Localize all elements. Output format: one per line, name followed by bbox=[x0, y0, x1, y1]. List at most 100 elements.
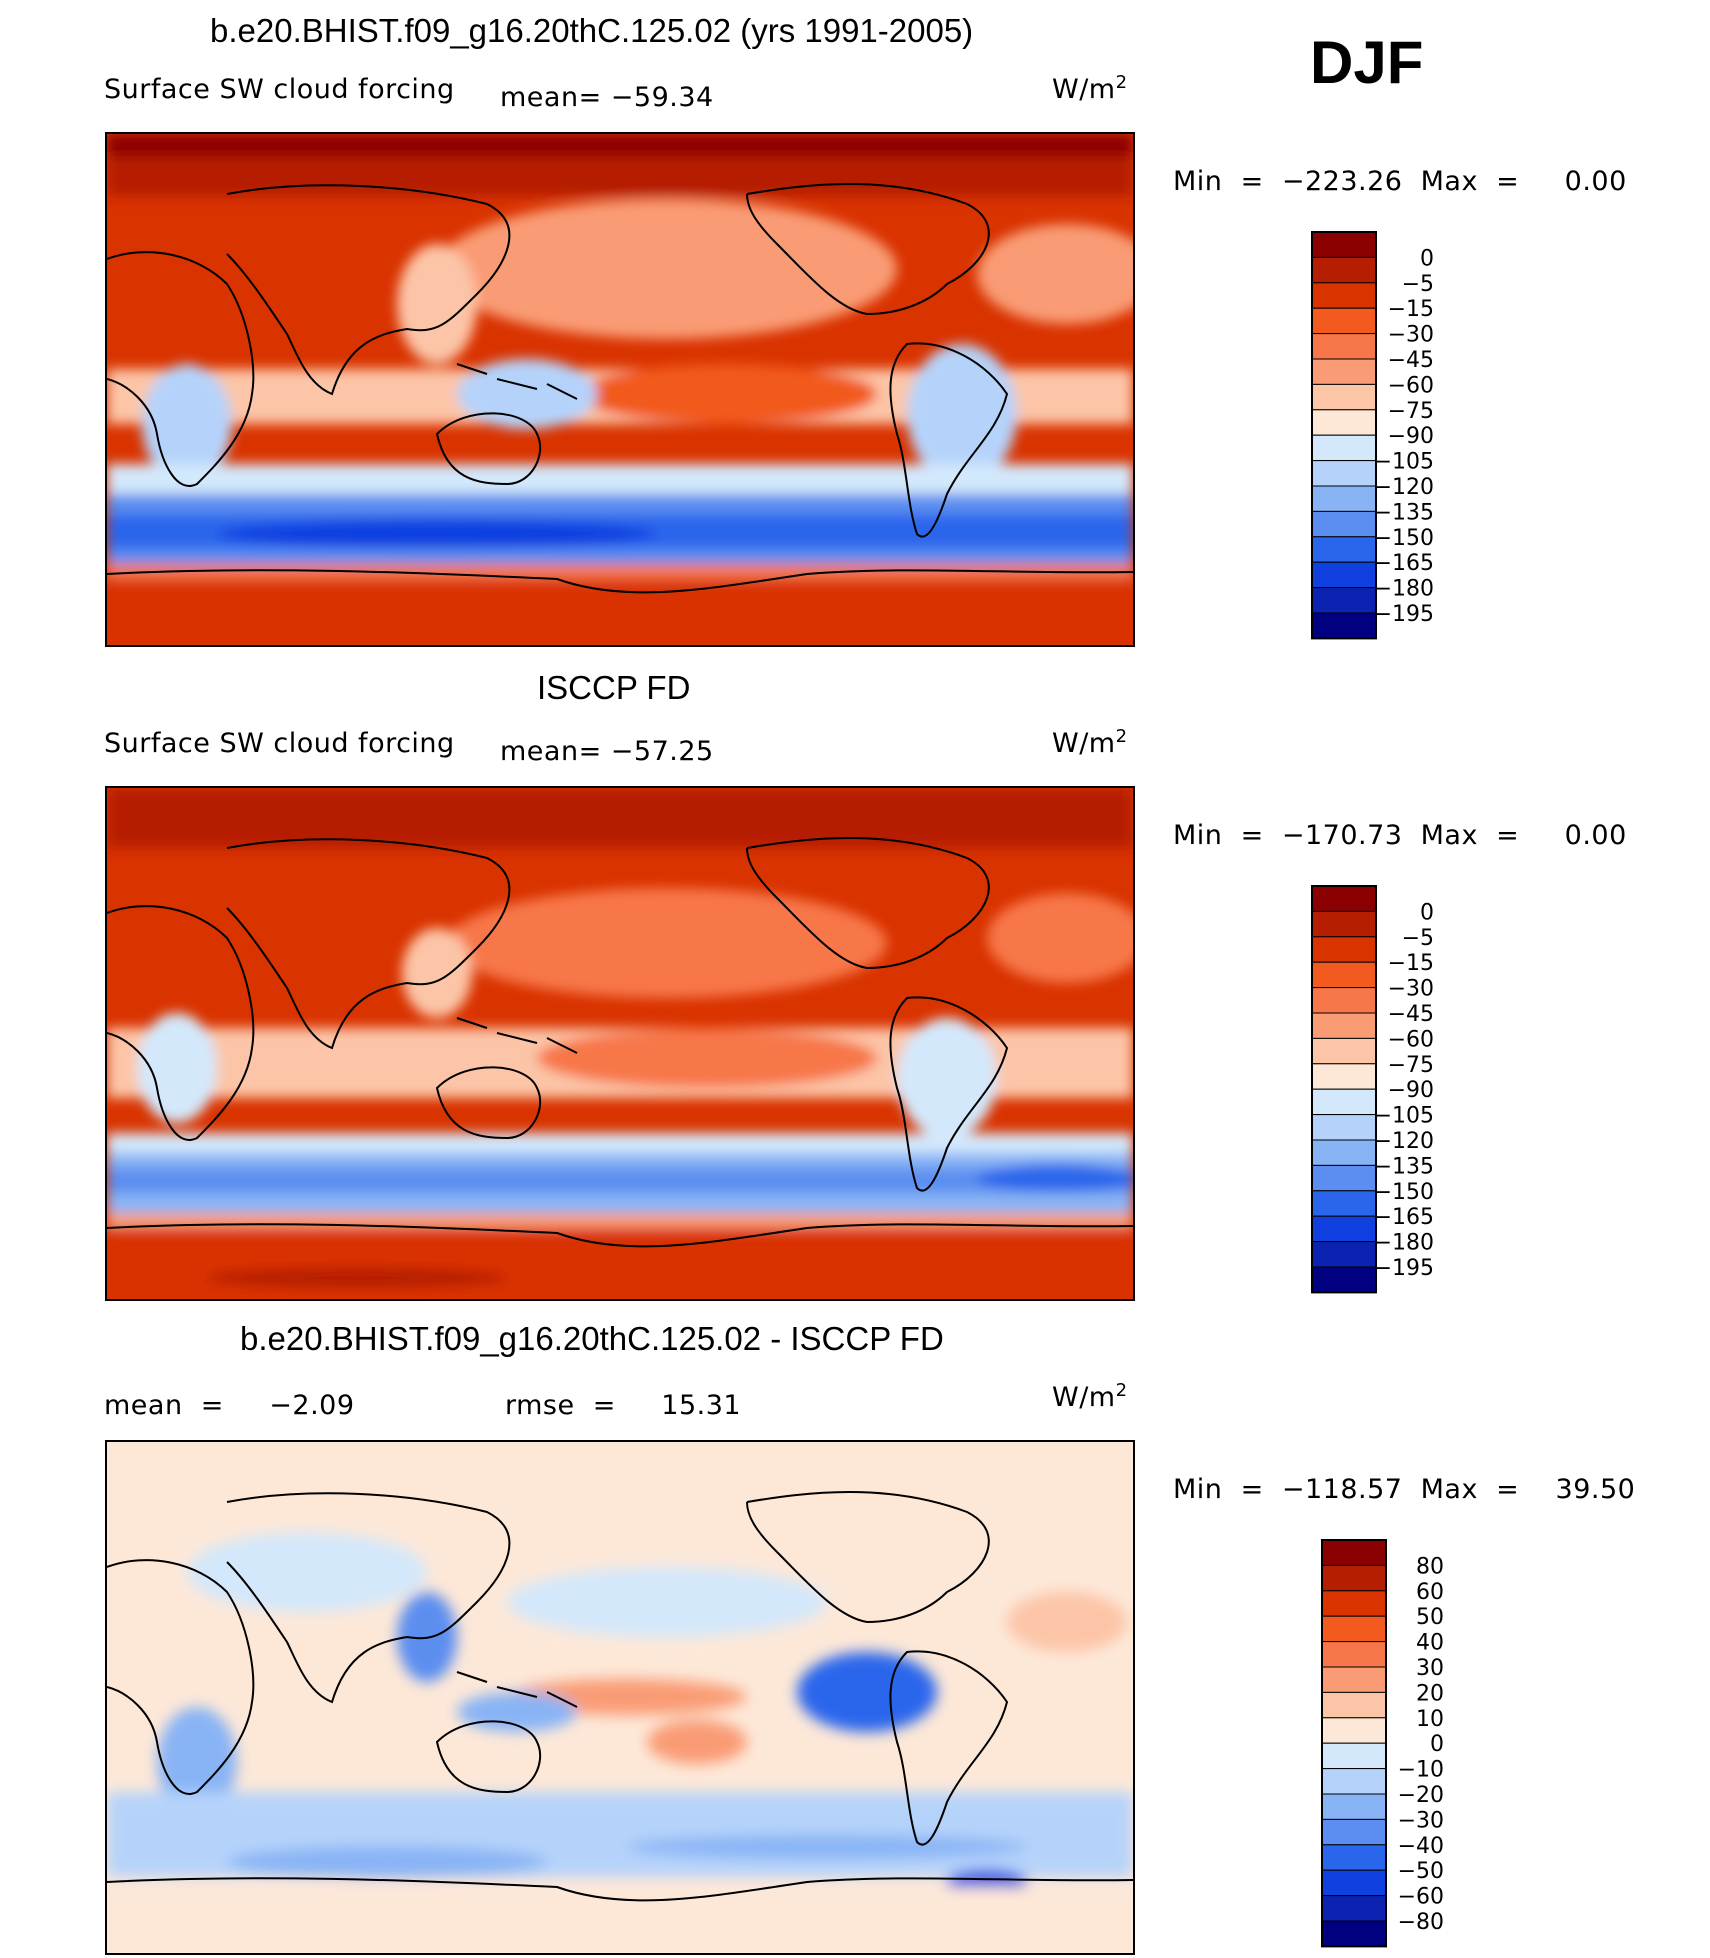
colorbar-swatch bbox=[1311, 910, 1377, 938]
colorbar-swatch bbox=[1321, 1590, 1387, 1617]
colorbar-tick-label: −15 bbox=[1388, 951, 1434, 976]
colorbar-tick-label: 0 bbox=[1420, 900, 1434, 925]
region-east-pacific bbox=[537, 1028, 877, 1088]
colorbar-swatch bbox=[1321, 1768, 1387, 1795]
region-southern-ocean-core bbox=[977, 1164, 1133, 1192]
region-east-asia bbox=[397, 244, 477, 364]
colorbar-swatch bbox=[1321, 1844, 1387, 1871]
region-africa bbox=[142, 364, 232, 484]
colorbar-outline bbox=[1311, 231, 1377, 640]
colorbar-tick-label: −135 bbox=[1374, 500, 1434, 525]
colorbar-tick-label: −30 bbox=[1388, 977, 1434, 1002]
colorbar-tick-label: −75 bbox=[1388, 399, 1434, 424]
colorbar-swatch bbox=[1311, 561, 1377, 589]
panel-2-colorbar: 0 −5 −15 −30 −45 −60 −75 −90 −105 −120 −135 −150 −16… bbox=[1310, 884, 1460, 1299]
panel-3-min-max: Min = −118.57 Max = 39.50 bbox=[1173, 1474, 1636, 1505]
colorbar-tick-label: −195 bbox=[1374, 1256, 1434, 1281]
coastline-indonesia bbox=[456, 1671, 578, 1708]
colorbar-swatch bbox=[1311, 1215, 1377, 1243]
colorbar-swatch bbox=[1321, 1666, 1387, 1693]
colorbar-swatch bbox=[1311, 333, 1377, 360]
panel-2-mean-label: mean= −57.25 bbox=[500, 736, 714, 767]
region-africa bbox=[137, 1013, 217, 1123]
colorbar-swatch bbox=[1311, 961, 1377, 989]
colorbar-tick-label: −180 bbox=[1374, 577, 1434, 602]
colorbar-tick-label: −105 bbox=[1374, 1104, 1434, 1129]
region-antarctica bbox=[107, 1228, 1133, 1299]
coastline-australia bbox=[435, 1066, 542, 1140]
panel-2-min-max: Min = −170.73 Max = 0.00 bbox=[1173, 820, 1627, 851]
coastline-asia bbox=[226, 184, 511, 396]
coastline-indonesia bbox=[456, 363, 578, 400]
colorbar-swatch bbox=[1311, 885, 1377, 912]
colorbar-swatch bbox=[1321, 1564, 1387, 1592]
colorbar-swatch bbox=[1311, 358, 1377, 385]
region-north-pacific bbox=[437, 199, 897, 339]
colorbar-tick-label: 50 bbox=[1416, 1605, 1444, 1630]
coastline-indonesia bbox=[456, 1017, 578, 1054]
colorbar-swatch bbox=[1321, 1717, 1387, 1744]
colorbar-swatch bbox=[1311, 510, 1377, 538]
colorbar-tick-label: −40 bbox=[1398, 1834, 1444, 1859]
colorbar-swatch bbox=[1311, 1012, 1377, 1039]
colorbar-tick-label: 40 bbox=[1416, 1631, 1444, 1656]
colorbar-swatch bbox=[1311, 460, 1377, 487]
coastlines bbox=[107, 183, 1133, 594]
colorbar-swatch bbox=[1321, 1615, 1387, 1643]
colorbar-swatch bbox=[1321, 1895, 1387, 1922]
colorbar-tick-label: 10 bbox=[1416, 1707, 1444, 1732]
colorbar-outline bbox=[1321, 1539, 1387, 1948]
colorbar-swatch bbox=[1321, 1818, 1387, 1846]
colorbar-swatch bbox=[1311, 987, 1377, 1014]
region-north-pacific bbox=[447, 888, 887, 998]
panel-1-units-label: W/m2 bbox=[1052, 72, 1128, 105]
colorbar-swatch bbox=[1311, 587, 1377, 614]
panel-1-title: b.e20.BHIST.f09_g16.20thC.125.02 (yrs 19… bbox=[210, 12, 974, 49]
colorbar-swatch bbox=[1311, 1114, 1377, 1141]
region-north-high-lat bbox=[107, 788, 1133, 848]
colorbar-tick-label: −105 bbox=[1374, 450, 1434, 475]
colorbar-tick-label: 0 bbox=[1430, 1732, 1444, 1757]
colorbar-tick-label: −20 bbox=[1398, 1783, 1444, 1808]
panel-1-variable-label: Surface SW cloud forcing bbox=[104, 74, 455, 105]
colorbar-swatch bbox=[1311, 612, 1377, 639]
colorbar-tick-label: −60 bbox=[1388, 373, 1434, 398]
panel-2-title: ISCCP FD bbox=[537, 669, 691, 706]
colorbar-tick-label: −15 bbox=[1388, 297, 1434, 322]
region-southern-ocean-core bbox=[217, 520, 657, 548]
colorbar-swatch bbox=[1311, 536, 1377, 563]
region-southern-neg-a bbox=[227, 1846, 547, 1878]
colorbar-tick-label: 60 bbox=[1416, 1580, 1444, 1605]
coastline-north-america bbox=[746, 1491, 990, 1624]
panel-3-mean-label: mean = −2.09 bbox=[104, 1390, 355, 1421]
panel-1-map bbox=[105, 132, 1135, 647]
colorbar-swatch bbox=[1311, 434, 1377, 462]
colorbar-tick-label: −165 bbox=[1374, 551, 1434, 576]
colorbar-tick-label: −150 bbox=[1374, 526, 1434, 551]
coastline-south-america bbox=[889, 342, 1009, 538]
region-southern-ocean-b bbox=[107, 1168, 1133, 1193]
coastline-south-america bbox=[889, 996, 1009, 1192]
colorbar-swatch bbox=[1321, 1869, 1387, 1897]
colorbar-tick-label: −60 bbox=[1398, 1885, 1444, 1910]
panel-2-variable-label: Surface SW cloud forcing bbox=[104, 728, 455, 759]
colorbar-tick-label: −50 bbox=[1398, 1859, 1444, 1884]
panel-3-map bbox=[105, 1440, 1135, 1955]
colorbar-outline bbox=[1311, 885, 1377, 1294]
season-label: DJF bbox=[1310, 29, 1424, 96]
colorbar-tick-label: −75 bbox=[1388, 1053, 1434, 1078]
colorbar-tick-label: −195 bbox=[1374, 602, 1434, 627]
region-australia-pos bbox=[647, 1720, 747, 1764]
panel-2-units-label: W/m2 bbox=[1052, 726, 1128, 759]
region-antarctica bbox=[107, 1887, 1133, 1953]
coastline-africa-europe bbox=[107, 1559, 255, 1795]
colorbar-tick-label: −165 bbox=[1374, 1205, 1434, 1230]
region-maritime bbox=[457, 359, 597, 429]
region-north-atlantic-pos bbox=[1007, 1592, 1127, 1652]
colorbar-swatch bbox=[1311, 485, 1377, 512]
colorbar-swatch bbox=[1311, 256, 1377, 284]
panel-1-colorbar-svg: 0−5−15−30−45−60−75−90−105−120−135−150−16… bbox=[1311, 231, 1434, 640]
colorbar-tick-label: −135 bbox=[1374, 1154, 1434, 1179]
region-antarctica-interior bbox=[207, 1268, 507, 1288]
region-north-atlantic bbox=[977, 224, 1133, 324]
